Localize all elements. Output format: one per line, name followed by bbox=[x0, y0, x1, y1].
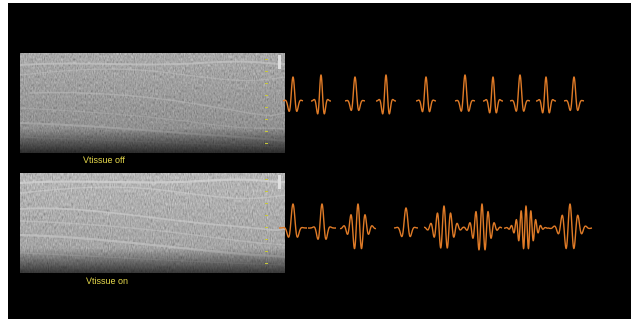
pulse-bottom-4 bbox=[393, 207, 419, 238]
pulse-waveforms bbox=[278, 74, 593, 251]
pulse-top-5 bbox=[415, 76, 437, 113]
figure-canvas: Vtissue off bbox=[8, 3, 631, 319]
caption-vtissue-off: Vtissue off bbox=[83, 155, 125, 165]
pulse-bottom-7 bbox=[503, 205, 549, 250]
pulse-bottom-1 bbox=[278, 203, 308, 238]
pulse-top-3 bbox=[344, 76, 366, 112]
pulse-bottom-3 bbox=[339, 203, 377, 250]
pulse-top-7 bbox=[482, 76, 504, 114]
caption-vtissue-on: Vtissue on bbox=[86, 276, 129, 286]
pulse-bottom-2 bbox=[307, 203, 337, 240]
pulse-top-2 bbox=[310, 74, 332, 115]
pulse-top-9 bbox=[535, 76, 557, 114]
pulse-top-8 bbox=[509, 74, 531, 112]
pulse-top-6 bbox=[454, 74, 476, 112]
ultrasound-image-off bbox=[20, 53, 285, 153]
ultrasound-image-on bbox=[20, 173, 285, 273]
pulse-top-10 bbox=[563, 76, 585, 112]
pulse-top-1 bbox=[282, 76, 304, 113]
pulse-bottom-6 bbox=[461, 203, 503, 251]
pulse-bottom-8 bbox=[547, 203, 593, 250]
pulse-bottom-5 bbox=[423, 205, 465, 249]
pulse-top-4 bbox=[375, 74, 397, 115]
